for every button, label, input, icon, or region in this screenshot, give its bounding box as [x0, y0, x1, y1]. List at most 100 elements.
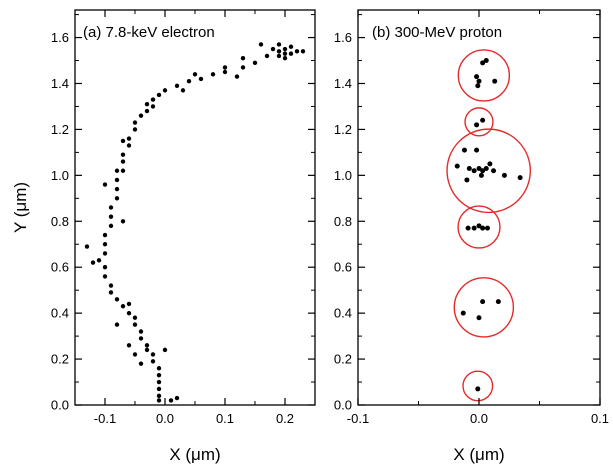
proton-cluster-point	[476, 315, 482, 321]
electron-track-point	[162, 347, 168, 353]
electron-track-point	[90, 260, 96, 265]
electron-track-point	[96, 258, 102, 263]
electron-track-point	[120, 159, 126, 164]
cluster-circle	[464, 107, 494, 137]
panel-b-frame	[357, 9, 601, 406]
panel-a-y-tick-labels: 0.0 0.2 0.4 0.6 0.8 1.0 1.2 1.4 1.6	[51, 30, 69, 412]
electron-track-point	[180, 88, 186, 93]
electron-track-point	[252, 60, 258, 66]
electron-track-point	[156, 398, 162, 403]
proton-cluster-point	[495, 299, 501, 305]
proton-cluster-point	[475, 386, 481, 392]
a-x-tick-label: 0.2	[276, 411, 294, 426]
electron-track-point	[102, 182, 108, 187]
proton-cluster-point	[471, 168, 477, 174]
electron-track-point	[186, 78, 192, 84]
electron-track-point	[276, 53, 282, 59]
proton-cluster-point	[464, 177, 470, 183]
a-y-tick-label: 0.8	[51, 214, 69, 229]
proton-cluster-point	[454, 163, 460, 169]
proton-cluster-circles	[446, 49, 532, 402]
electron-track-point	[288, 44, 294, 49]
panel-b-x-axis-label: X (μm)	[453, 445, 504, 464]
electron-track-point	[210, 72, 216, 77]
proton-cluster-point	[476, 223, 482, 229]
electron-track-point	[138, 361, 144, 366]
electron-track-point	[102, 265, 108, 270]
panel-b-y-tick-labels: 0.0 0.2 0.4 0.6 0.8 1.0 1.2 1.4 1.6	[334, 30, 352, 412]
proton-cluster-point	[460, 310, 466, 316]
electron-track-point	[156, 386, 162, 392]
electron-track-point	[132, 127, 138, 132]
electron-track-point	[114, 297, 120, 302]
electron-track-point	[114, 177, 120, 183]
proton-cluster-point	[491, 168, 497, 174]
electron-track-point	[144, 343, 150, 348]
electron-track-point	[150, 359, 156, 364]
proton-cluster-point	[478, 172, 484, 178]
electron-track-point	[258, 42, 264, 47]
proton-cluster-point	[461, 147, 467, 153]
electron-track-point	[282, 56, 288, 61]
electron-track-point	[144, 101, 150, 107]
electron-track-point	[300, 49, 306, 54]
electron-track-point	[108, 223, 114, 229]
cluster-circle	[462, 370, 494, 402]
panel-a-x-axis-label: X (μm)	[169, 445, 220, 464]
electron-track-point	[270, 46, 276, 52]
proton-cluster-point	[483, 165, 489, 171]
panel-b-x-tick-labels: -0.1 0.0 0.1	[347, 411, 609, 426]
a-y-tick-label: 0.4	[51, 306, 69, 321]
panel-a-x-tick-labels: -0.1 0.0 0.1 0.2	[94, 411, 294, 426]
electron-track-point	[150, 97, 156, 102]
cluster-circle	[457, 205, 501, 249]
electron-track-point	[144, 347, 150, 353]
b-x-tick-label: -0.1	[347, 411, 369, 426]
b-y-tick-label: 0.0	[334, 398, 352, 413]
panel-b-ticks	[357, 10, 601, 406]
electron-track-point	[282, 46, 288, 52]
b-y-tick-label: 0.6	[334, 260, 352, 275]
proton-cluster-point	[476, 78, 482, 84]
electron-track-point	[276, 49, 282, 54]
electron-track-point	[138, 113, 144, 118]
electron-track-point	[102, 242, 108, 247]
panel-a-electron-track: -0.1 0.0 0.1 0.2 0.0 0.2 0.4 0.6 0.8 1.0 1.2 1.4 1.…	[11, 9, 316, 464]
electron-track-point	[168, 398, 174, 403]
proton-cluster-point	[474, 74, 480, 80]
electron-track-point	[294, 49, 300, 54]
proton-cluster-point	[480, 225, 486, 231]
b-x-tick-label: 0.1	[591, 411, 609, 426]
a-x-tick-label: 0.0	[156, 411, 174, 426]
electron-track-point	[138, 329, 144, 334]
electron-track-point	[108, 214, 114, 219]
electron-track-point	[114, 322, 120, 327]
electron-track-point	[240, 65, 246, 70]
electron-track-point	[138, 336, 144, 341]
electron-track-point	[144, 108, 150, 114]
electron-track-point	[222, 69, 228, 75]
electron-track-point	[150, 104, 156, 109]
electron-track-point	[126, 136, 132, 141]
cluster-circle	[453, 277, 515, 338]
electron-track-point	[234, 74, 240, 79]
panel-a-ticks	[75, 10, 315, 406]
b-y-tick-label: 1.6	[334, 30, 352, 45]
b-y-tick-label: 1.0	[334, 168, 352, 183]
electron-track-point	[132, 352, 138, 357]
electron-track-point	[126, 310, 132, 316]
a-y-tick-label: 0.0	[51, 398, 69, 413]
proton-cluster-point	[480, 117, 486, 123]
electron-track-point	[198, 76, 204, 82]
a-y-tick-label: 1.0	[51, 168, 69, 183]
electron-track-point	[102, 232, 108, 238]
b-y-tick-label: 0.4	[334, 306, 352, 321]
panel-a-title: (a) 7.8-keV electron	[83, 24, 215, 41]
electron-track-point	[132, 315, 138, 320]
electron-track-point	[282, 51, 288, 56]
electron-track-point	[126, 343, 132, 348]
b-y-tick-label: 1.4	[334, 76, 352, 91]
electron-track-point	[102, 274, 108, 279]
electron-track-point	[126, 143, 132, 148]
